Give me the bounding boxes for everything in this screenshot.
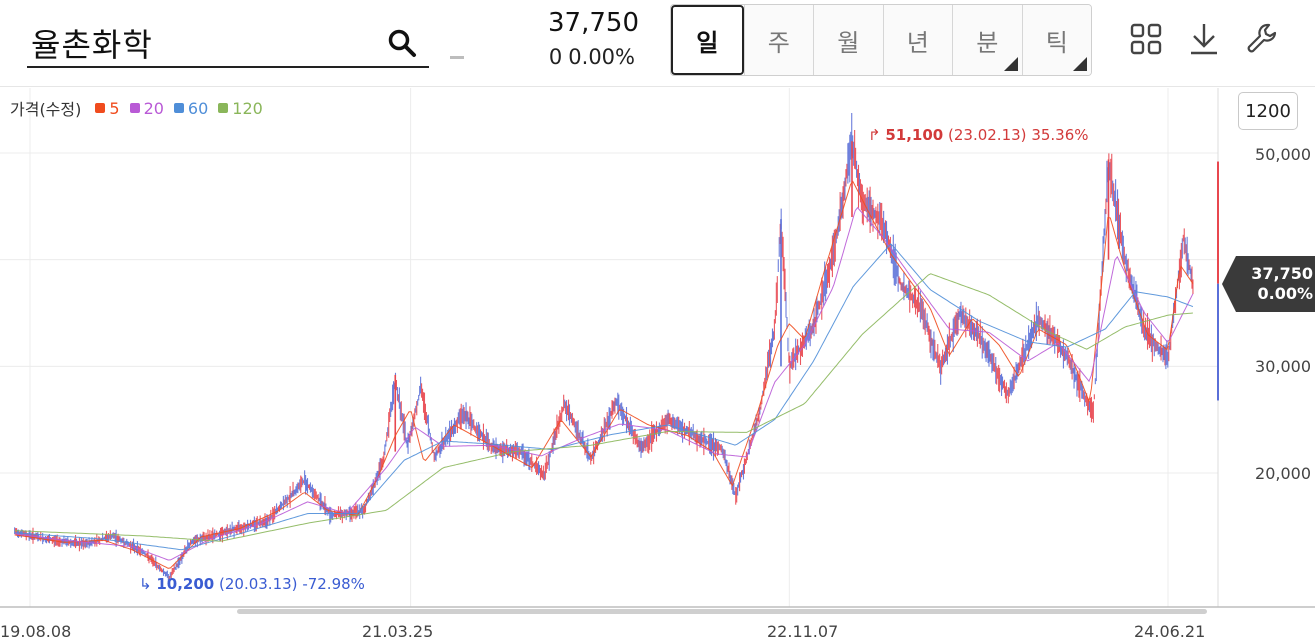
legend-item-ma20[interactable]: 20 [129, 98, 164, 118]
candle-bars [14, 113, 1194, 583]
wrench-icon[interactable] [1246, 22, 1278, 56]
tab-month[interactable]: 월 [813, 5, 883, 75]
legend-label: 20 [143, 98, 164, 118]
x-tick-label: 22.11.07 [767, 622, 839, 641]
search-icon[interactable] [387, 28, 417, 58]
download-icon[interactable] [1188, 22, 1220, 56]
tab-label: 월 [837, 28, 860, 57]
legend-item-ma60[interactable]: 60 [173, 98, 209, 118]
legend-label: 5 [109, 98, 120, 118]
legend-item-ma120[interactable]: 120 [218, 99, 263, 118]
current-price: 37,750 [548, 8, 639, 38]
tab-tick[interactable]: 틱 [1021, 5, 1091, 75]
y-tick-label: 20,000 [1255, 464, 1311, 483]
tab-label: 일 [696, 28, 719, 57]
legend-swatch [95, 103, 106, 113]
legend-label: 120 [232, 98, 263, 118]
moving-average-lines [14, 180, 1194, 569]
dropdown-corner-icon [1073, 57, 1087, 71]
stock-name: 율촌화학 [31, 26, 153, 64]
dropdown-corner-icon [1003, 57, 1018, 71]
change-percent: 0.00% [568, 45, 635, 69]
low-pct: -72.98% [302, 575, 365, 593]
chart-grid [0, 88, 1315, 608]
price-change: 0 0.00% [543, 45, 635, 69]
ma-line-20 [14, 206, 1194, 561]
high-price: 51,100 [885, 126, 944, 144]
low-price-label: ↳ 10,200 (20.03.13) -72.98% [139, 575, 365, 593]
ma-line-60 [14, 243, 1194, 551]
legend-swatch [173, 103, 184, 113]
tab-year[interactable]: 년 [882, 5, 952, 75]
y-tick-label: 30,000 [1255, 357, 1311, 376]
legend-label: 60 [187, 98, 209, 118]
period-tabs: 일 주 월 년 분 틱 [670, 4, 1092, 76]
tab-label: 년 [906, 28, 929, 57]
tab-minute[interactable]: 분 [952, 5, 1022, 75]
tab-label: 분 [976, 28, 999, 57]
x-tick-label: 21.03.25 [362, 622, 434, 641]
chart-scrollbar[interactable] [237, 609, 1207, 614]
tab-label: 틱 [1045, 28, 1068, 57]
stock-search-box[interactable]: 율촌화학 [27, 14, 429, 68]
x-tick-label: 24.06.21 [1134, 622, 1206, 641]
change-value: 0 [548, 45, 563, 69]
x-tick-label: 19.08.08 [0, 622, 72, 641]
header-divider [0, 86, 1315, 87]
high-date: (23.02.13) [948, 126, 1027, 144]
high-price-label: ↱ 51,100 (23.02.13) 35.36% [868, 126, 1089, 144]
legend-title: 가격(수정) [10, 100, 82, 119]
grid-icon[interactable] [1130, 22, 1162, 56]
legend-item-ma5[interactable]: 5 [95, 98, 120, 118]
tab-day[interactable]: 일 [671, 5, 744, 75]
low-date: (20.03.13) [219, 575, 298, 593]
current-price-tag [1222, 256, 1315, 312]
tab-label: 주 [767, 28, 790, 57]
legend-swatch [218, 103, 229, 113]
high-pct: 35.36% [1031, 126, 1089, 144]
legend-swatch [129, 103, 140, 113]
current-price-tag-text: 37,750 0.00% [1222, 264, 1313, 304]
tag-price: 37,750 [1251, 264, 1313, 283]
tab-week[interactable]: 주 [743, 5, 813, 75]
tag-pct: 0.00% [1257, 284, 1313, 303]
flat-change-mark [450, 56, 464, 59]
ma-line-5 [14, 180, 1194, 569]
chart-legend: 가격(수정) 5 20 60 120 [10, 96, 273, 120]
zoom-count-button[interactable]: 1200 [1238, 92, 1298, 130]
ma-line-120 [14, 273, 1193, 542]
y-tick-label: 50,000 [1255, 145, 1311, 164]
low-price: 10,200 [156, 575, 215, 593]
